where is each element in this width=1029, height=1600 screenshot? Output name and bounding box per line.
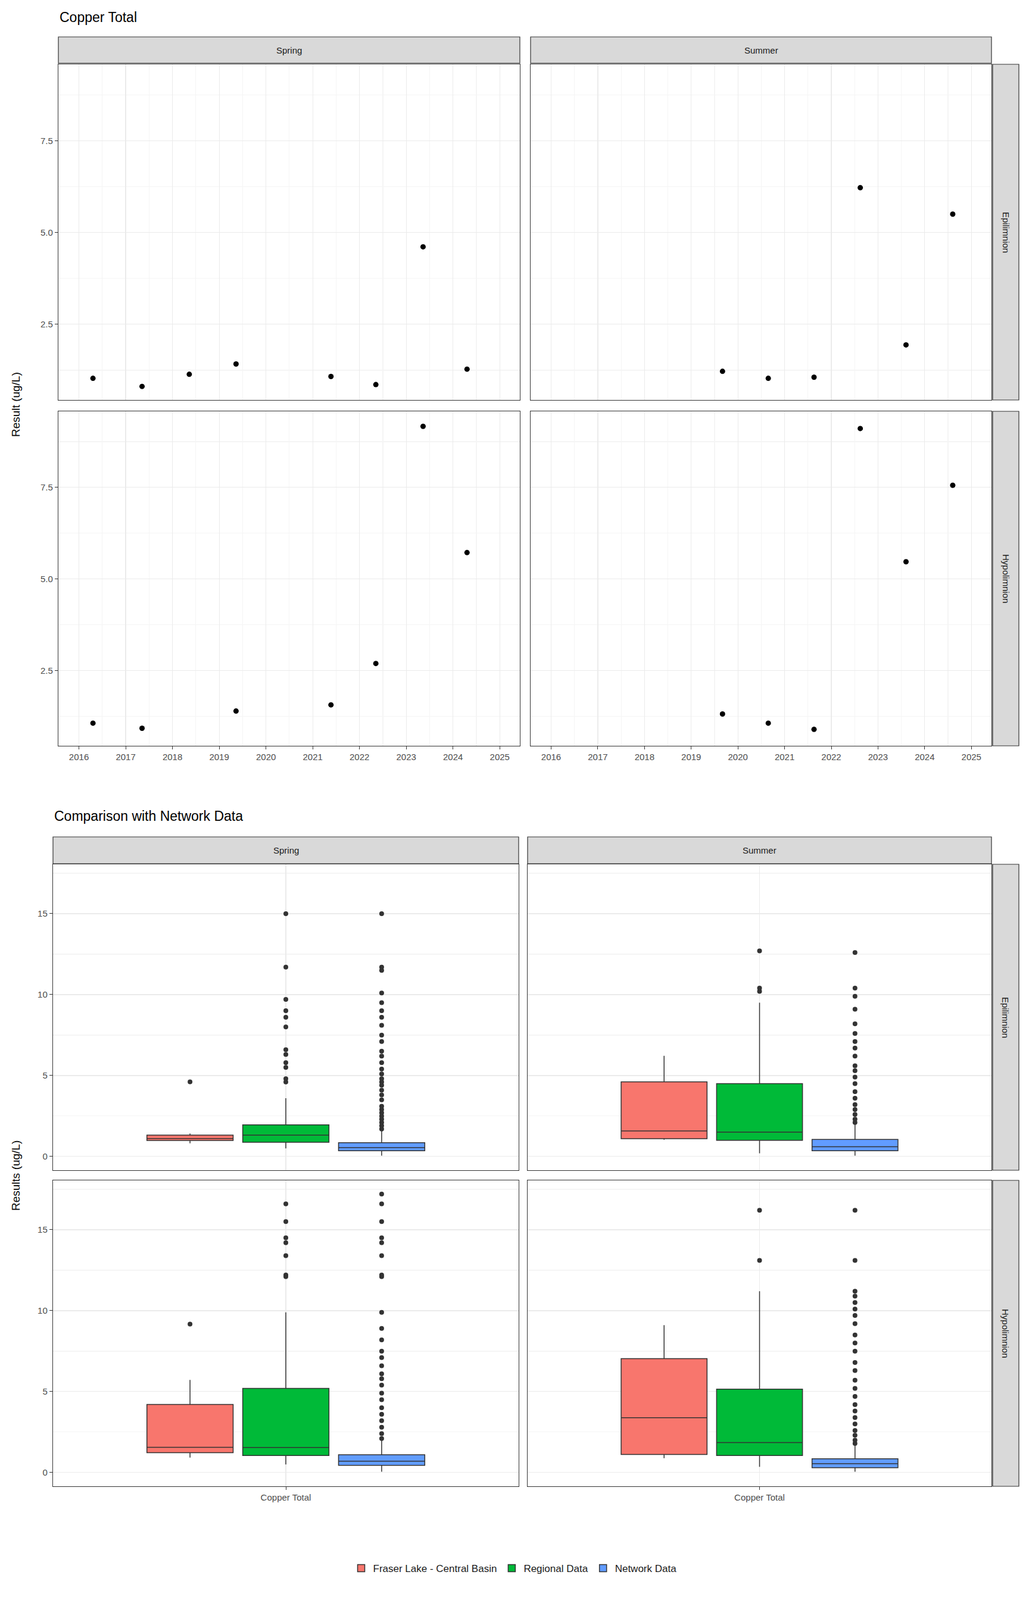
svg-text:Copper Total: Copper Total — [59, 9, 137, 26]
svg-text:7.5: 7.5 — [40, 135, 53, 146]
svg-text:Fraser Lake - Central Basin: Fraser Lake - Central Basin — [373, 1563, 498, 1576]
svg-text:Copper Total: Copper Total — [260, 1492, 312, 1504]
svg-text:2019: 2019 — [209, 752, 229, 763]
svg-text:Spring: Spring — [273, 845, 299, 856]
svg-text:10: 10 — [37, 989, 48, 1000]
svg-text:Epilimnion: Epilimnion — [1000, 997, 1011, 1039]
svg-text:Summer: Summer — [744, 45, 779, 56]
svg-text:5: 5 — [42, 1070, 48, 1081]
svg-text:2021: 2021 — [302, 752, 323, 763]
svg-text:2.5: 2.5 — [40, 665, 53, 676]
svg-text:2016: 2016 — [541, 752, 561, 763]
svg-text:7.5: 7.5 — [40, 482, 53, 493]
svg-text:Hypolimnion: Hypolimnion — [1001, 554, 1012, 604]
svg-text:2022: 2022 — [821, 752, 841, 763]
svg-text:15: 15 — [37, 908, 48, 919]
svg-text:Results (ug/L): Results (ug/L) — [9, 1140, 23, 1212]
svg-text:Copper Total: Copper Total — [734, 1492, 785, 1504]
svg-text:2024: 2024 — [914, 752, 935, 763]
svg-text:5.0: 5.0 — [40, 227, 53, 238]
svg-text:Result (ug/L): Result (ug/L) — [9, 372, 23, 438]
svg-text:2022: 2022 — [349, 752, 370, 763]
svg-text:2025: 2025 — [961, 752, 982, 763]
svg-text:Summer: Summer — [742, 845, 777, 856]
svg-text:2018: 2018 — [634, 752, 655, 763]
svg-text:2020: 2020 — [256, 752, 276, 763]
svg-text:2018: 2018 — [162, 752, 183, 763]
svg-text:2019: 2019 — [681, 752, 701, 763]
svg-text:2021: 2021 — [774, 752, 795, 763]
svg-text:Comparison with Network Data: Comparison with Network Data — [54, 808, 243, 825]
svg-text:Network Data: Network Data — [615, 1563, 678, 1576]
svg-text:2024: 2024 — [443, 752, 463, 763]
svg-text:0: 0 — [42, 1467, 48, 1478]
svg-text:5: 5 — [42, 1386, 48, 1398]
svg-text:Regional Data: Regional Data — [523, 1563, 588, 1576]
svg-text:Epilimnion: Epilimnion — [1001, 211, 1012, 254]
svg-text:2025: 2025 — [490, 752, 510, 763]
svg-text:Spring: Spring — [276, 45, 302, 56]
svg-text:5.0: 5.0 — [40, 574, 53, 585]
svg-text:2017: 2017 — [115, 752, 136, 763]
svg-text:2017: 2017 — [587, 752, 608, 763]
svg-text:Hypolimnion: Hypolimnion — [1000, 1309, 1011, 1359]
svg-text:2023: 2023 — [868, 752, 888, 763]
svg-text:2016: 2016 — [69, 752, 89, 763]
svg-text:10: 10 — [37, 1305, 48, 1317]
svg-text:2.5: 2.5 — [40, 319, 53, 330]
svg-text:2020: 2020 — [727, 752, 748, 763]
svg-text:15: 15 — [37, 1224, 48, 1236]
svg-text:0: 0 — [42, 1151, 48, 1162]
svg-text:2023: 2023 — [396, 752, 417, 763]
